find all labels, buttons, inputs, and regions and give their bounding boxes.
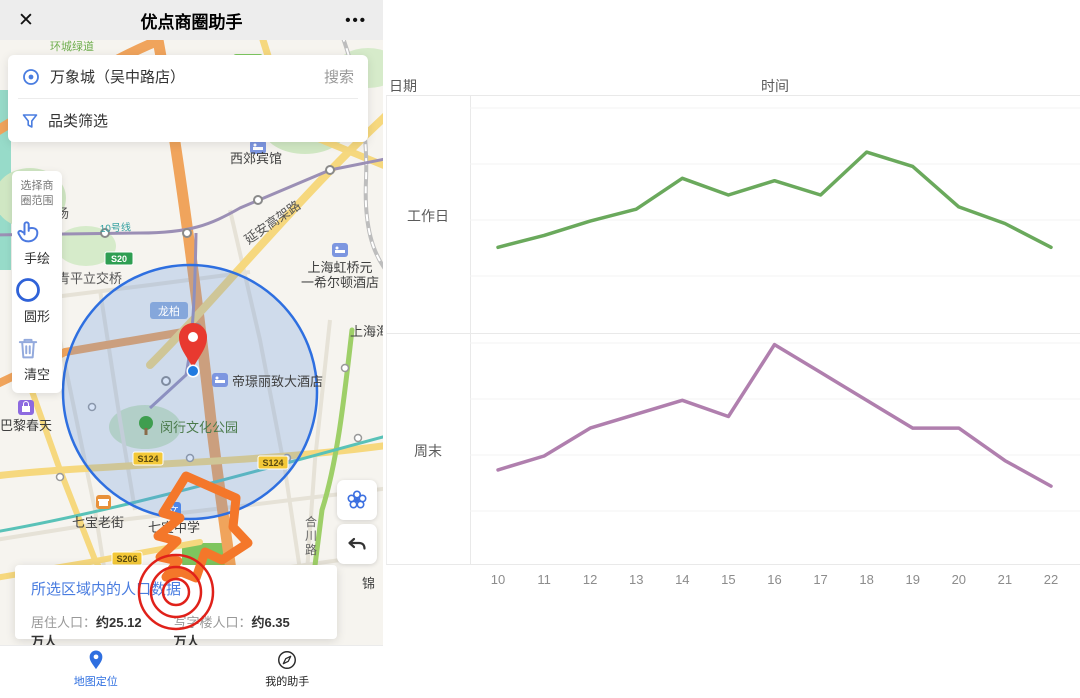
bottom-tab-bar: 地图定位 我的助手 <box>0 645 383 691</box>
location-circle-icon <box>23 68 39 85</box>
tab-my-assistant[interactable]: 我的助手 <box>192 646 384 691</box>
miniprogram-panel: ✕ 优点商圈助手 ••• <box>0 0 383 698</box>
qibao-street-label: 七宝老街 <box>72 515 124 530</box>
weekday-line-series <box>496 150 1053 250</box>
hotel-icon <box>250 140 266 154</box>
card-divider <box>18 98 358 99</box>
compass-icon <box>278 650 297 669</box>
x-tick-label: 17 <box>813 572 828 587</box>
svg-text:S124: S124 <box>137 454 158 464</box>
flower-icon <box>347 490 367 509</box>
dijing-hotel-label: 帝璟丽致大酒店 <box>232 374 323 389</box>
app-title: 优点商圈助手 <box>140 12 243 32</box>
x-tick-label: 16 <box>767 572 782 587</box>
plot-svg <box>470 107 1080 512</box>
filter-label[interactable]: 品类筛选 <box>48 113 109 130</box>
hilton-label-1: 上海虹桥元 <box>307 260 372 275</box>
row-label-weekday: 工作日 <box>407 208 449 224</box>
metro-line10-label: 10号线 <box>99 220 131 235</box>
x-tick-label: 19 <box>905 572 920 587</box>
map-decor-button[interactable] <box>337 480 377 520</box>
svg-text:文: 文 <box>168 504 179 518</box>
tab-map-locate[interactable]: 地图定位 <box>0 646 192 691</box>
population-info-card: 所选区域内的人口数据 居住人口：约25.12万人 写字楼人口：约6.35万人 <box>15 565 337 645</box>
jin-partial-label: 锦 <box>362 576 375 591</box>
longbai-badge <box>150 302 188 319</box>
row-label-weekend: 周末 <box>414 443 442 459</box>
hechuan-road-label: 合川路 <box>305 514 317 557</box>
hotel-icon <box>212 373 228 387</box>
x-tick-label: 18 <box>859 572 874 587</box>
resident-population: 居住人口：约25.12万人 <box>31 615 142 645</box>
x-tick-label: 12 <box>582 572 598 587</box>
x-tick-label: 14 <box>675 572 690 587</box>
circle-select-button[interactable]: 圆形 <box>14 276 60 325</box>
close-icon[interactable]: ✕ <box>18 9 34 31</box>
chart-table-frame <box>386 95 1080 565</box>
current-location-dot <box>186 364 200 378</box>
tool-panel-title: 选择商 圈范围 <box>20 180 54 207</box>
svg-text:S206: S206 <box>116 554 137 564</box>
qibao-school-label: 七宝中学 <box>148 520 200 535</box>
map-pin-icon <box>89 649 103 669</box>
more-menu-icon[interactable]: ••• <box>345 11 367 29</box>
chart-column-divider <box>470 95 471 565</box>
back-arrow-icon <box>348 537 366 550</box>
x-tick-label: 15 <box>721 572 736 587</box>
greenway-label: 环城绿道 <box>50 40 94 53</box>
clear-selection-button[interactable]: 清空 <box>14 334 60 383</box>
x-tick-label: 20 <box>951 572 967 587</box>
old-street-icon <box>96 495 111 509</box>
weekend-line-series <box>496 342 1053 488</box>
freehand-draw-button[interactable]: 手绘 <box>14 218 60 267</box>
x-tick-label: 21 <box>997 572 1013 587</box>
trash-icon <box>18 338 38 359</box>
chart-panel: 日期 时间 工作日 周末 10 11 12 13 14 15 16 17 18 19 20 21 22 <box>383 0 1080 698</box>
minhang-park-label: 闵行文化公园 <box>160 420 238 435</box>
search-card: 万象城（吴中路店） 搜索 品类筛选 <box>8 55 368 142</box>
svg-text:S20: S20 <box>111 254 127 264</box>
app-header: ✕ 优点商圈助手 ••• <box>0 0 383 40</box>
filter-funnel-icon <box>22 113 38 128</box>
school-icon: 文 <box>165 502 181 518</box>
svg-text:S124: S124 <box>262 458 283 468</box>
x-tick-label: 10 <box>490 572 506 587</box>
hand-draw-icon <box>17 221 39 243</box>
shopping-bag-icon <box>18 400 34 415</box>
search-button[interactable]: 搜索 <box>323 69 354 86</box>
back-undo-button[interactable] <box>337 524 377 564</box>
shanghai-partial-label: 上海海 <box>350 324 383 339</box>
longbai-label: 龙柏 <box>158 304 180 318</box>
population-card-title: 所选区域内的人口数据 <box>31 581 182 598</box>
map-canvas[interactable]: S20 G50 S124 S124 S206 M <box>0 40 383 645</box>
search-keyword[interactable]: 万象城（吴中路店） <box>50 69 186 86</box>
office-population: 写字楼人口：约6.35万人 <box>173 615 290 645</box>
hotel-icon <box>332 243 348 257</box>
chart-date-header: 日期 <box>389 78 417 94</box>
shape-tool-panel: 选择商 圈范围 手绘 圆形 <box>12 171 62 393</box>
phone-bottom-strip <box>0 691 383 698</box>
paris-spring-label: 巴黎春天 <box>0 418 52 433</box>
x-tick-label: 22 <box>1043 572 1059 587</box>
category-filter-row[interactable]: 品类筛选 <box>8 99 368 142</box>
chart-time-header: 时间 <box>761 78 789 94</box>
x-tick-label: 11 <box>537 572 551 587</box>
x-tick-label: 13 <box>629 572 644 587</box>
hilton-label-2: 一希尔顿酒店 <box>301 275 379 290</box>
xijiao-hotel-label: 西郊宾馆 <box>230 151 282 166</box>
circle-shape-icon <box>16 278 40 302</box>
selection-circle[interactable] <box>61 263 319 521</box>
tree-icon <box>139 416 153 435</box>
chart-row-divider <box>386 333 1080 334</box>
search-row[interactable]: 万象城（吴中路店） 搜索 <box>8 55 368 98</box>
location-pin-icon <box>179 323 207 368</box>
